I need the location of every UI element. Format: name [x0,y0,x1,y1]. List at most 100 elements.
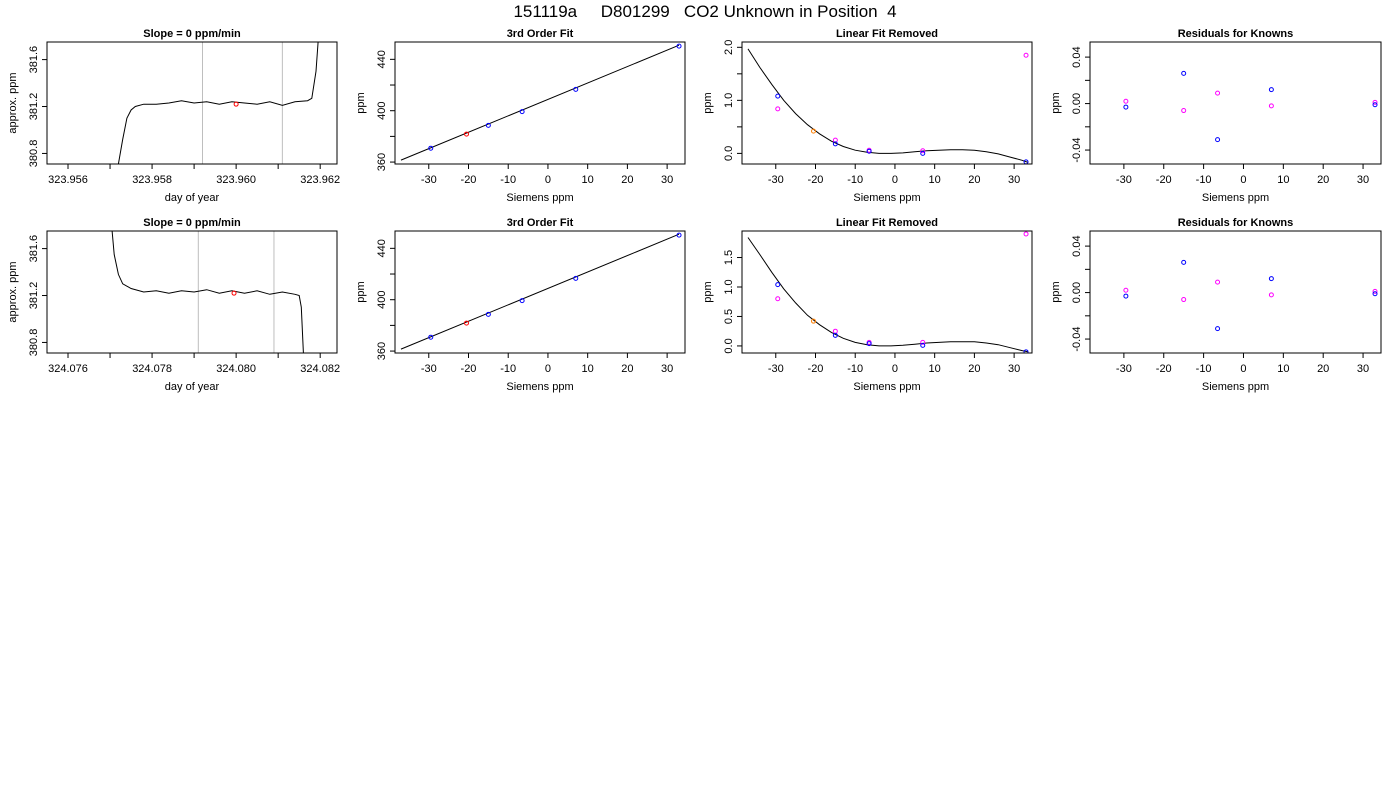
x-tick-label: -10 [1196,363,1212,375]
plot-frame [46,41,338,165]
x-tick-label: -10 [1196,174,1212,186]
plot-area [111,231,304,353]
chart-title: 3rd Order Fit [507,217,574,229]
x-tick-label: -30 [421,174,437,186]
data-point [866,148,872,154]
chart-panel-8: Residuals for Knowns -30 -20 -10 0 10 20 30 -0.0… [1050,217,1382,393]
data-point [920,150,926,156]
x-tick-label: 30 [1008,363,1020,375]
data-point [573,275,579,281]
data-point [1372,291,1378,297]
x-tick-label: 30 [1357,174,1369,186]
plot-frame [394,230,686,354]
x-tick-label: -10 [500,363,516,375]
y-tick-label: 360 [376,342,388,360]
data-point [519,109,525,115]
y-tick-label: 381.2 [28,282,40,310]
data-point [676,43,682,49]
highlight-point [231,290,237,296]
x-tick-label: 20 [968,363,980,375]
data-point [920,342,926,348]
chart-title: Slope = 0 ppm/min [143,217,241,229]
x-tick-label: -20 [1156,363,1172,375]
x-tick-label: -20 [461,363,477,375]
chart-title: Residuals for Knowns [1178,217,1294,229]
data-point [1023,231,1029,237]
fit-curve [747,48,1029,163]
plot-frame [741,41,1033,165]
y-tick-label: 380.8 [28,329,40,357]
x-tick-label: 324.078 [132,363,172,375]
y-tick-label: 0.00 [1071,282,1083,303]
y-axis-label: ppm [355,281,367,302]
chart-panel-4: Residuals for Knowns -30 -20 -10 0 10 20 30 -0.0… [1050,28,1382,204]
data-point [1181,108,1187,114]
data-point [1372,288,1378,294]
y-tick-label: 0.04 [1071,235,1083,256]
chart-panel-7: Linear Fit Removed -30 -20 -10 0 10 20 30 0.0 0.5… [702,217,1033,393]
plot-area [1123,259,1378,332]
plot-area [747,231,1029,353]
y-tick-label: 0.5 [723,309,735,324]
x-tick-label: 0 [545,363,551,375]
x-tick-label: -30 [768,363,784,375]
data-point [485,311,491,317]
y-tick-label: 381.2 [28,93,40,121]
y-tick-label: 1.5 [723,250,735,265]
x-tick-label: 20 [621,363,633,375]
chart-title: 3rd Order Fit [507,28,574,40]
x-tick-label: -30 [1116,174,1132,186]
x-tick-label: -30 [768,174,784,186]
data-point [1023,52,1029,58]
x-tick-label: 324.076 [48,363,88,375]
data-point [1023,349,1029,353]
x-tick-label: 0 [545,174,551,186]
data-point [1123,287,1129,293]
data-point [676,232,682,238]
chart-panel-6: 3rd Order Fit -30 -20 -10 0 10 20 30 360 400 440 Si… [355,217,686,393]
y-tick-label: 381.6 [28,235,40,263]
x-axis-label: day of year [165,381,220,393]
x-tick-label: 10 [1277,174,1289,186]
plot-frame [1089,230,1382,354]
y-axis-label: ppm [702,281,714,302]
plot-frame [741,230,1033,354]
y-tick-label: 2.0 [723,40,735,55]
data-point [1181,259,1187,265]
x-tick-label: 20 [621,174,633,186]
data-point [775,93,781,99]
x-tick-label: 324.080 [216,363,256,375]
x-axis-label: Siemens ppm [853,381,920,393]
y-tick-label: -0.04 [1071,138,1083,163]
x-tick-label: -30 [1116,363,1132,375]
data-point [1268,292,1274,298]
x-tick-label: 20 [1317,174,1329,186]
data-point [573,86,579,92]
x-tick-label: 324.082 [300,363,340,375]
series-line [117,42,319,164]
x-tick-label: 10 [582,174,594,186]
chart-title: Linear Fit Removed [836,28,938,40]
x-tick-label: 20 [968,174,980,186]
y-tick-label: 1.0 [723,93,735,108]
y-axis-label: ppm [702,92,714,113]
x-axis-label: Siemens ppm [1202,192,1269,204]
y-tick-label: 440 [376,239,388,257]
x-tick-label: 0 [1240,174,1246,186]
chart-panel-5: Slope = 0 ppm/min 324.076 324.078 324.080 32… [7,217,340,393]
data-point [428,334,434,340]
y-axis-label: ppm [355,92,367,113]
data-point [1215,90,1221,96]
data-point [1123,98,1129,104]
fit-curve [747,237,1029,353]
data-point [1181,70,1187,76]
data-point [1372,99,1378,105]
data-point [866,341,872,347]
data-point [1215,137,1221,143]
x-tick-label: -30 [421,363,437,375]
data-point [464,131,470,137]
data-point [920,339,926,345]
x-tick-label: 20 [1317,363,1329,375]
data-point [832,141,838,147]
